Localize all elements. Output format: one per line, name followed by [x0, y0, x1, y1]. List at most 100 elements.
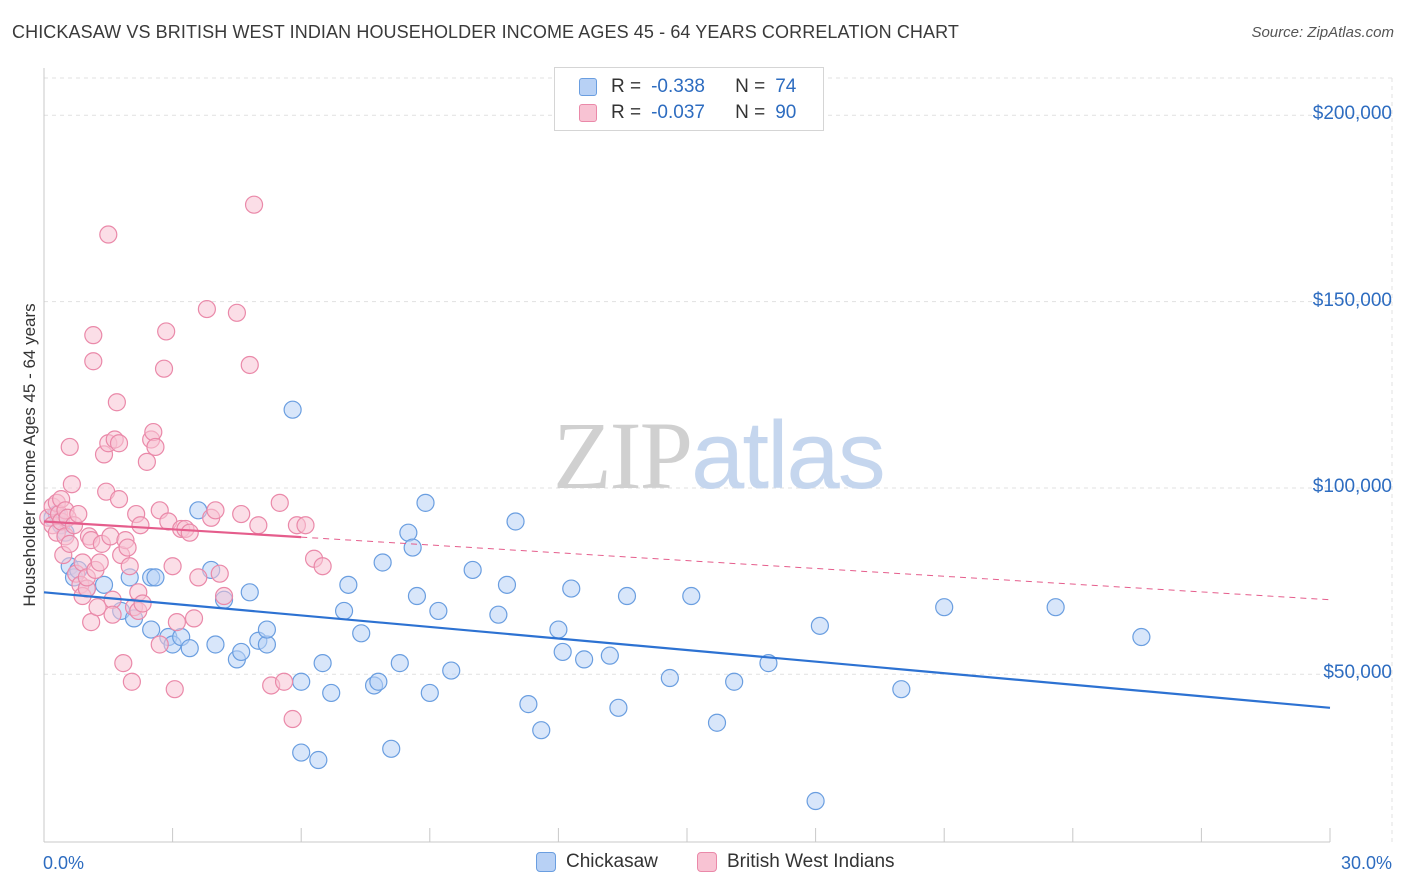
bwi-point-55 — [137, 452, 156, 471]
bwi-r-label: R = — [611, 102, 642, 123]
chickasaw-point-43 — [399, 523, 418, 542]
bwi-point-89 — [313, 557, 332, 576]
bwi-point-30 — [90, 553, 109, 572]
chickasaw-point-65 — [707, 713, 727, 732]
bwi-point-85 — [283, 709, 302, 729]
chickasaw-point-60 — [600, 646, 619, 665]
chickasaw-point-30 — [292, 672, 311, 691]
x-tick-label-max: 30.0% — [1340, 853, 1392, 873]
bwi-point-17 — [69, 504, 88, 524]
chickasaw-point-68 — [806, 791, 825, 811]
bwi-point-12 — [60, 437, 79, 457]
chickasaw-point-66 — [725, 672, 744, 691]
chickasaw-n-label: N = — [735, 76, 766, 97]
bwi-point-38 — [103, 605, 122, 624]
chickasaw-point-62 — [617, 586, 637, 606]
bwi-point-69 — [180, 523, 199, 542]
chickasaw-point-33 — [313, 654, 332, 673]
bwi-point-75 — [210, 564, 229, 583]
chickasaw-point-8 — [94, 575, 114, 594]
bwi-point-66 — [167, 613, 186, 632]
bwi-trend-line-dashed — [301, 536, 1331, 601]
bwi-n-label: N = — [735, 102, 766, 123]
bwi-point-74 — [206, 501, 225, 520]
bwi-r-value: -0.037 — [651, 102, 705, 123]
bwi-point-40 — [107, 393, 126, 412]
chickasaw-point-61 — [609, 698, 628, 717]
chickasaw-point-52 — [497, 575, 517, 594]
chickasaw-point-32 — [309, 750, 328, 770]
chickasaw-swatch — [579, 78, 597, 96]
bwi-legend-label: British West Indians — [727, 851, 895, 872]
bwi-point-64 — [163, 557, 182, 576]
chickasaw-point-29 — [283, 400, 302, 419]
chickasaw-r-label: R = — [611, 76, 642, 97]
chickasaw-point-21 — [206, 635, 225, 654]
chickasaw-point-55 — [532, 721, 551, 740]
bwi-point-72 — [197, 299, 216, 319]
bwi-swatch — [579, 104, 597, 122]
bwi-point-44 — [114, 654, 133, 673]
chickasaw-point-72 — [1046, 598, 1065, 617]
watermark-zip: ZIP — [553, 402, 693, 509]
watermark: ZIPatlas — [553, 400, 886, 511]
bwi-point-57 — [144, 422, 163, 442]
chickasaw-point-59 — [575, 650, 594, 669]
chickasaw-point-50 — [463, 560, 482, 580]
watermark-atlas: atlas — [691, 402, 886, 509]
correlation-legend: R = -0.338 N = 74 R = -0.037 N = 90 — [554, 67, 824, 131]
chickasaw-r-value: -0.338 — [651, 76, 705, 97]
bwi-point-54 — [133, 594, 152, 613]
bwi-point-29 — [88, 598, 107, 617]
bwi-n-value: 90 — [775, 102, 797, 123]
bwi-point-81 — [249, 516, 268, 535]
chickasaw-point-47 — [420, 683, 439, 703]
axes — [43, 68, 1331, 843]
bwi-point-53 — [131, 516, 150, 535]
bwi-point-76 — [214, 586, 234, 606]
chickasaw-point-18 — [180, 639, 199, 658]
bwi-point-27 — [84, 352, 103, 371]
bwi-point-77 — [227, 303, 246, 322]
chickasaw-point-40 — [373, 553, 392, 572]
chickasaw-point-54 — [519, 695, 538, 714]
bwi-point-42 — [109, 490, 129, 509]
bottom-legend-bwi: British West Indians — [697, 851, 895, 873]
chickasaw-point-34 — [322, 683, 341, 703]
chickasaw-trend-line — [43, 591, 1331, 709]
chickasaw-point-48 — [429, 601, 448, 621]
chickasaw-point-45 — [407, 586, 427, 606]
chickasaw-point-57 — [553, 642, 572, 662]
chickasaw-point-51 — [489, 605, 508, 624]
chickasaw-point-70 — [892, 680, 911, 699]
chickasaw-point-13 — [146, 568, 165, 587]
chickasaw-point-37 — [352, 624, 371, 643]
chickasaw-point-14 — [142, 620, 161, 639]
bwi-point-26 — [84, 326, 103, 345]
bwi-point-14 — [62, 475, 81, 494]
chickasaw-point-44 — [403, 538, 422, 557]
chickasaw-point-49 — [442, 661, 461, 680]
y-tick-label-200000: $200,000 — [1312, 103, 1392, 125]
trend-lines — [43, 520, 1331, 709]
bwi-trend-line-solid — [43, 520, 302, 539]
bottom-legend-chickasaw: Chickasaw — [536, 851, 658, 873]
bwi-point-79 — [240, 355, 259, 375]
chickasaw-point-28 — [257, 620, 277, 639]
bwi-point-71 — [189, 568, 208, 587]
bwi-point-47 — [120, 557, 139, 576]
bwi-point-87 — [296, 516, 315, 535]
chickasaw-point-39 — [369, 672, 388, 691]
chickasaw-point-53 — [506, 512, 525, 531]
chickasaw-point-56 — [549, 620, 568, 639]
chickasaw-point-58 — [562, 579, 581, 598]
bwi-points — [39, 195, 332, 729]
chickasaw-point-42 — [390, 654, 409, 673]
chickasaw-n-value: 74 — [775, 76, 797, 97]
y-tick-label-150000: $150,000 — [1312, 289, 1392, 311]
chickasaw-legend-swatch — [536, 852, 556, 872]
legend-row-bwi: R = -0.037 N = 90 — [579, 101, 796, 125]
x-tick-label-min: 0.0% — [43, 853, 85, 873]
chickasaw-point-36 — [339, 575, 358, 594]
